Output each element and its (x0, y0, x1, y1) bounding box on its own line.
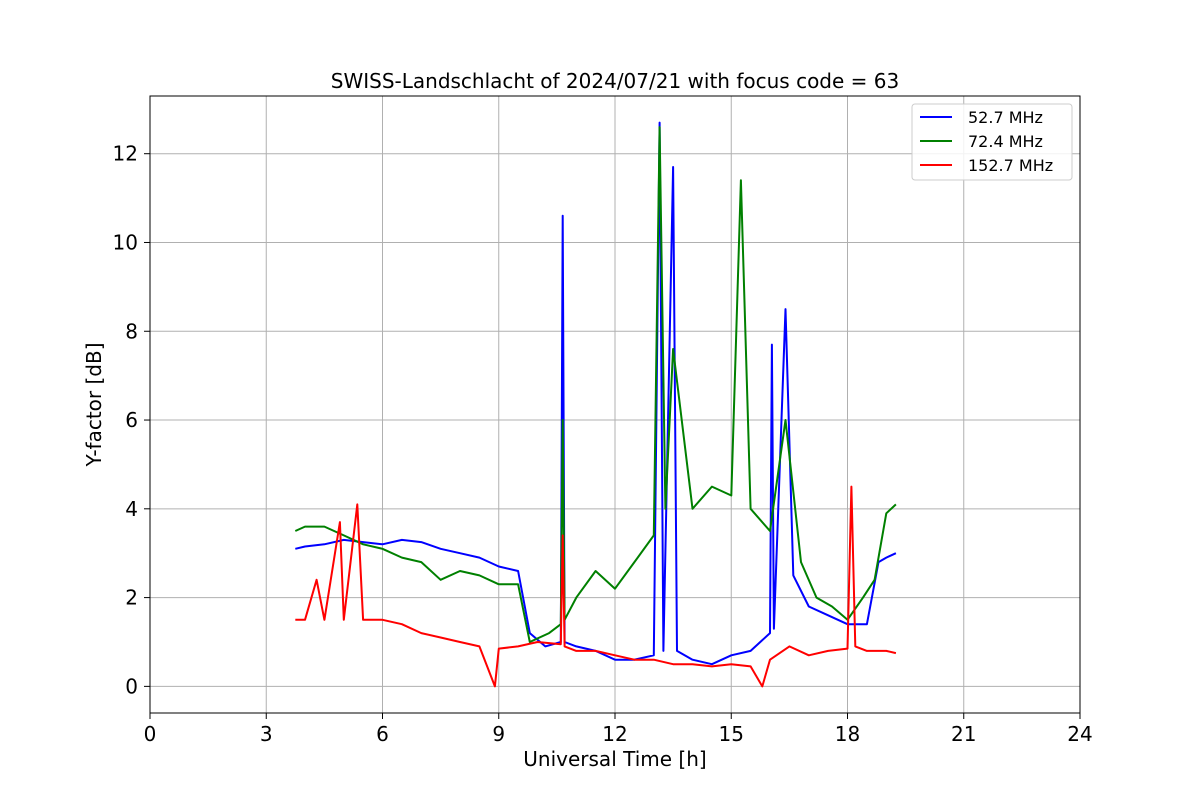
x-tick-label: 21 (951, 722, 976, 746)
y-tick-label: 4 (125, 497, 138, 521)
series-line-2 (295, 485, 897, 688)
y-tick-label: 12 (113, 142, 138, 166)
x-tick-label: 15 (719, 722, 744, 746)
y-tick-label: 0 (125, 674, 138, 698)
x-axis-label: Universal Time [h] (523, 747, 706, 771)
x-tick-label: 6 (376, 722, 389, 746)
y-tick-label: 2 (125, 586, 138, 610)
legend-label-1: 72.4 MHz (968, 132, 1043, 151)
legend-box (911, 103, 1073, 181)
y-tick-label: 8 (125, 319, 138, 343)
y-tick-label: 10 (113, 230, 138, 254)
series-layer (294, 121, 897, 688)
x-tick-label: 24 (1067, 722, 1092, 746)
legend-label-0: 52.7 MHz (968, 108, 1043, 127)
x-tick-label: 3 (260, 722, 273, 746)
x-tick-label: 18 (835, 722, 860, 746)
chart-title: SWISS-Landschlacht of 2024/07/21 with fo… (331, 69, 899, 93)
legend: 52.7 MHz 72.4 MHz 152.7 MHz (911, 103, 1073, 181)
y-axis-label: Y-factor [dB] (82, 342, 106, 467)
x-tick-label: 0 (144, 722, 157, 746)
x-tick-label: 12 (602, 722, 627, 746)
x-tick-label: 9 (492, 722, 505, 746)
y-tick-label: 6 (125, 408, 138, 432)
legend-label-2: 152.7 MHz (968, 156, 1053, 175)
series-line-1 (294, 126, 897, 643)
